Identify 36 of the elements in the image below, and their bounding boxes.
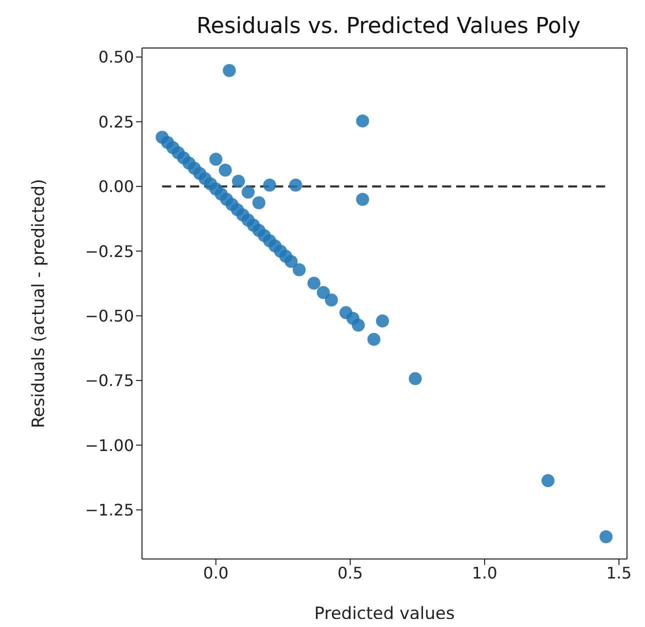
chart-title: Residuals vs. Predicted Values Poly	[195, 14, 582, 39]
point	[292, 263, 306, 276]
point	[367, 332, 380, 346]
y-tick-label: −0.50	[84, 306, 134, 326]
x-tick-label: 1.0	[472, 563, 498, 582]
point	[209, 152, 222, 166]
y-tick-label: −1.25	[84, 500, 134, 520]
point	[408, 372, 422, 386]
point	[252, 196, 266, 210]
x-tick-label: 0.0	[203, 563, 229, 582]
point	[284, 254, 298, 268]
point	[289, 178, 302, 192]
y-tick-label: −0.75	[84, 371, 134, 390]
point	[324, 294, 338, 307]
y-tick-label: 0.25	[98, 112, 134, 132]
point	[263, 178, 276, 192]
point	[600, 530, 613, 544]
y-axis-title: Residuals (actual - predicted)	[29, 178, 50, 428]
point	[222, 64, 236, 78]
point	[316, 286, 330, 300]
point	[356, 114, 370, 128]
x-axis-title: Predicted values	[314, 604, 455, 624]
point	[218, 164, 232, 177]
point	[356, 192, 370, 206]
point	[542, 474, 555, 488]
point	[352, 318, 365, 332]
point	[307, 276, 320, 290]
x-tick-label: 1.5	[606, 563, 632, 582]
point	[232, 174, 245, 188]
y-tick-label: 0.50	[98, 48, 134, 67]
y-tick-label: 0.00	[98, 177, 134, 196]
y-tick-label: −1.00	[84, 436, 134, 455]
x-tick-label: 0.5	[338, 563, 363, 582]
y-tick-label: −0.25	[84, 242, 134, 261]
point	[376, 314, 389, 328]
point	[242, 186, 255, 199]
